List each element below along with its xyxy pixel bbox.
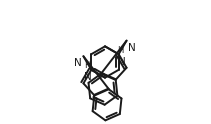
Text: N: N <box>84 72 92 82</box>
Text: H: H <box>84 61 91 70</box>
Text: N: N <box>74 58 81 68</box>
Text: N: N <box>118 57 126 67</box>
Text: N: N <box>128 43 135 53</box>
Text: H: H <box>117 46 124 55</box>
